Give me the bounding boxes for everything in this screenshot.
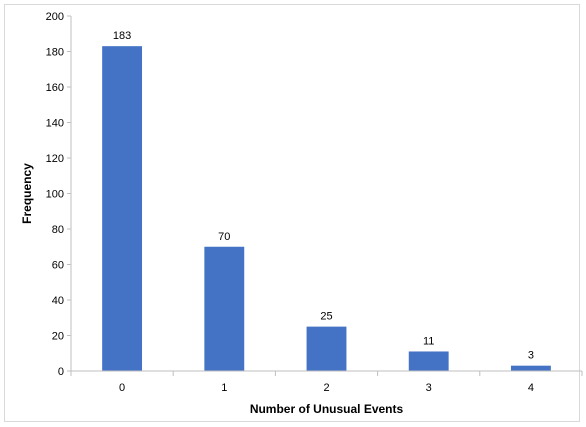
bar (510, 365, 551, 371)
y-tick-label: 100 (46, 189, 64, 201)
x-tick-label: 4 (528, 382, 534, 394)
y-tick-label: 120 (46, 153, 64, 165)
y-tick-label: 80 (52, 224, 64, 236)
y-tick-label: 200 (46, 11, 64, 23)
bar-data-label: 3 (528, 350, 534, 362)
y-tick-label: 20 (52, 331, 64, 343)
y-axis-title: Frequency (20, 163, 34, 224)
x-tick-label: 2 (323, 382, 329, 394)
bar (102, 46, 143, 372)
x-tick-label: 1 (221, 382, 227, 394)
x-axis-title: Number of Unusual Events (250, 402, 404, 416)
bar (408, 351, 449, 371)
bar-data-label: 11 (423, 335, 434, 347)
bar-data-label: 183 (113, 30, 131, 42)
bar (306, 326, 347, 371)
y-tick-label: 0 (58, 366, 64, 378)
chart-frame (4, 4, 580, 422)
y-tick-label: 40 (52, 295, 64, 307)
x-tick-label: 3 (426, 382, 432, 394)
y-tick-label: 60 (52, 260, 64, 272)
y-axis-ticks: 0 20 40 60 80 100 120 140 160 180 200 (46, 11, 71, 378)
bar-data-label: 70 (218, 231, 230, 243)
x-axis-ticks: 0 1 2 3 4 (70, 371, 583, 394)
y-tick-label: 160 (46, 82, 64, 94)
x-tick-label: 0 (119, 382, 125, 394)
bar-data-label: 25 (320, 311, 332, 323)
y-tick-label: 140 (46, 118, 64, 130)
y-tick-label: 180 (46, 47, 64, 59)
bar (204, 246, 245, 371)
bars: 183 70 25 11 3 (102, 30, 551, 372)
